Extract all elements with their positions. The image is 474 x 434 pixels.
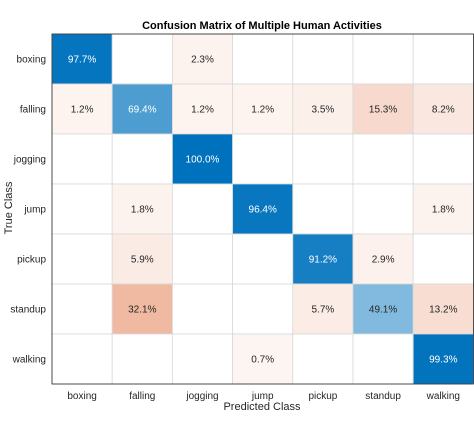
cell-walking-jogging: [171, 333, 233, 385]
cell-value-label: 3.5%: [312, 105, 335, 116]
cell-jump-jogging: [171, 183, 233, 235]
cell-standup-jump: [232, 283, 294, 335]
cell-value-label: 15.3%: [369, 105, 397, 116]
cell-falling-falling: [111, 83, 173, 135]
cell-value-label: 99.3%: [429, 355, 457, 366]
cell-boxing-falling: [111, 33, 173, 85]
cell-jogging-falling: [111, 133, 173, 185]
cell-falling-boxing: [51, 83, 113, 135]
x-tick-label: jump: [251, 391, 274, 402]
cell-standup-jogging: [171, 283, 233, 335]
y-tick-label: falling: [20, 105, 46, 116]
cell-value-label: 32.1%: [128, 305, 156, 316]
cell-boxing-jump: [232, 33, 294, 85]
cell-standup-falling: [111, 283, 173, 335]
cell-value-label: 96.4%: [249, 205, 277, 216]
x-tick-labels: boxing falling jogging jump pickup standup wal…: [67, 391, 460, 402]
cell-value-label: 5.9%: [131, 255, 154, 266]
cell-jogging-walking: [412, 133, 474, 185]
cell-boxing-pickup: [292, 33, 354, 85]
cell-value-label: 100.0%: [186, 155, 220, 166]
cell-jump-boxing: [51, 183, 113, 235]
cell-falling-jump: [232, 83, 294, 135]
cell-value-label: 1.8%: [432, 205, 455, 216]
cell-pickup-standup: [352, 233, 414, 285]
cell-pickup-falling: [111, 233, 173, 285]
y-tick-labels: boxing falling jogging jump pickup standup wal…: [10, 55, 46, 366]
y-tick-label: boxing: [17, 55, 46, 66]
cell-value-label: 0.7%: [251, 355, 274, 366]
cell-boxing-boxing: [51, 33, 113, 85]
cell-value-label: 49.1%: [369, 305, 397, 316]
cell-value-label: 91.2%: [309, 255, 337, 266]
plot-border: [51, 33, 474, 385]
y-tick-label: jogging: [13, 155, 46, 166]
cell-value-label: 1.2%: [251, 105, 274, 116]
cell-value-label: 2.3%: [191, 55, 214, 66]
cell-walking-falling: [111, 333, 173, 385]
cell-walking-standup: [352, 333, 414, 385]
cell-pickup-walking: [412, 233, 474, 285]
x-tick-label: walking: [426, 391, 460, 402]
cell-walking-boxing: [51, 333, 113, 385]
cell-falling-standup: [352, 83, 414, 135]
cell-jump-jump: [232, 183, 294, 235]
cell-jogging-pickup: [292, 133, 354, 185]
cell-value-label: 97.7%: [68, 55, 96, 66]
y-tick-label: pickup: [17, 255, 46, 266]
cell-jogging-jump: [232, 133, 294, 185]
cell-pickup-boxing: [51, 233, 113, 285]
cell-jump-standup: [352, 183, 414, 235]
cell-walking-pickup: [292, 333, 354, 385]
cell-value-label: 5.7%: [312, 305, 335, 316]
cell-standup-walking: [412, 283, 474, 335]
cell-boxing-walking: [412, 33, 474, 85]
cell-pickup-jump: [232, 233, 294, 285]
cell-walking-jump: [232, 333, 294, 385]
cell-standup-standup: [352, 283, 414, 335]
x-tick-label: boxing: [67, 391, 96, 402]
x-tick-label: pickup: [308, 391, 337, 402]
cell-value-label: 1.2%: [71, 105, 94, 116]
y-tick-label: jump: [23, 205, 46, 216]
cell-jogging-standup: [352, 133, 414, 185]
y-tick-label: standup: [10, 305, 46, 316]
cell-pickup-jogging: [171, 233, 233, 285]
x-tick-label: standup: [365, 391, 401, 402]
cell-value-label: 2.9%: [372, 255, 395, 266]
y-axis-title: True Class: [3, 181, 15, 234]
y-tick-label: walking: [12, 355, 46, 366]
chart-title: Confusion Matrix of Multiple Human Activ…: [142, 20, 382, 32]
cell-jump-pickup: [292, 183, 354, 235]
cell-standup-boxing: [51, 283, 113, 335]
cell-value-label: 13.2%: [429, 305, 457, 316]
matrix-cells: 97.7% 2.3% 1.2% 69.4% 1.2% 1.2% 3.5% 15.3% 8.2% 1…: [51, 33, 474, 385]
cell-walking-walking: [412, 333, 474, 385]
cell-boxing-standup: [352, 33, 414, 85]
x-axis-title: Predicted Class: [223, 401, 301, 413]
cell-standup-pickup: [292, 283, 354, 335]
cell-value-label: 8.2%: [432, 105, 455, 116]
cell-boxing-jogging: [171, 33, 233, 85]
cell-value-label: 1.2%: [191, 105, 214, 116]
x-tick-label: falling: [129, 391, 155, 402]
cell-value-label: 1.8%: [131, 205, 154, 216]
cell-value-label: 69.4%: [128, 105, 156, 116]
cell-jogging-jogging: [171, 133, 233, 185]
cell-jogging-boxing: [51, 133, 113, 185]
x-tick-label: jogging: [185, 391, 218, 402]
